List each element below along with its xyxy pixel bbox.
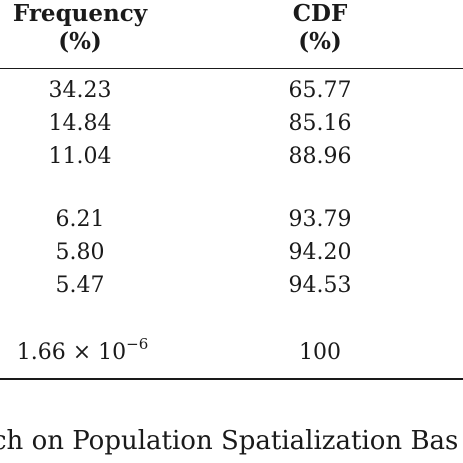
frequency-cell: 14.84 [48, 111, 112, 136]
frequency-cell: 34.23 [48, 78, 112, 103]
frequency-cell: 5.47 [55, 273, 105, 298]
cdf-cell: 94.53 [288, 273, 352, 298]
cdf-cell: 100 [299, 340, 341, 365]
cdf-cell: 85.16 [288, 111, 352, 136]
frequency-base: 1.66 × 10 [16, 340, 127, 365]
header-frequency-unit: (%) [58, 28, 102, 55]
frequency-cell: 6.21 [55, 207, 105, 232]
header-frequency: Frequency (%) [0, 0, 160, 56]
cdf-cell: 65.77 [288, 78, 352, 103]
header-cdf: CDF (%) [250, 0, 390, 56]
frequency-cell: 5.80 [55, 240, 105, 265]
bottom-rule [0, 378, 463, 380]
cdf-cell: 94.20 [288, 240, 352, 265]
frequency-exponent: −6 [126, 334, 149, 353]
header-cdf-unit: (%) [298, 28, 342, 55]
cdf-cell: 93.79 [288, 207, 352, 232]
frequency-cell: 11.04 [48, 144, 112, 169]
frequency-cell-scientific: 1.66 × 10−6 [0, 336, 165, 366]
header-rule [0, 68, 463, 69]
header-cdf-title: CDF [292, 0, 348, 27]
table-caption: ch on Population Spatialization Bas [0, 426, 459, 456]
header-frequency-title: Frequency [12, 0, 148, 27]
cdf-cell: 88.96 [288, 144, 352, 169]
